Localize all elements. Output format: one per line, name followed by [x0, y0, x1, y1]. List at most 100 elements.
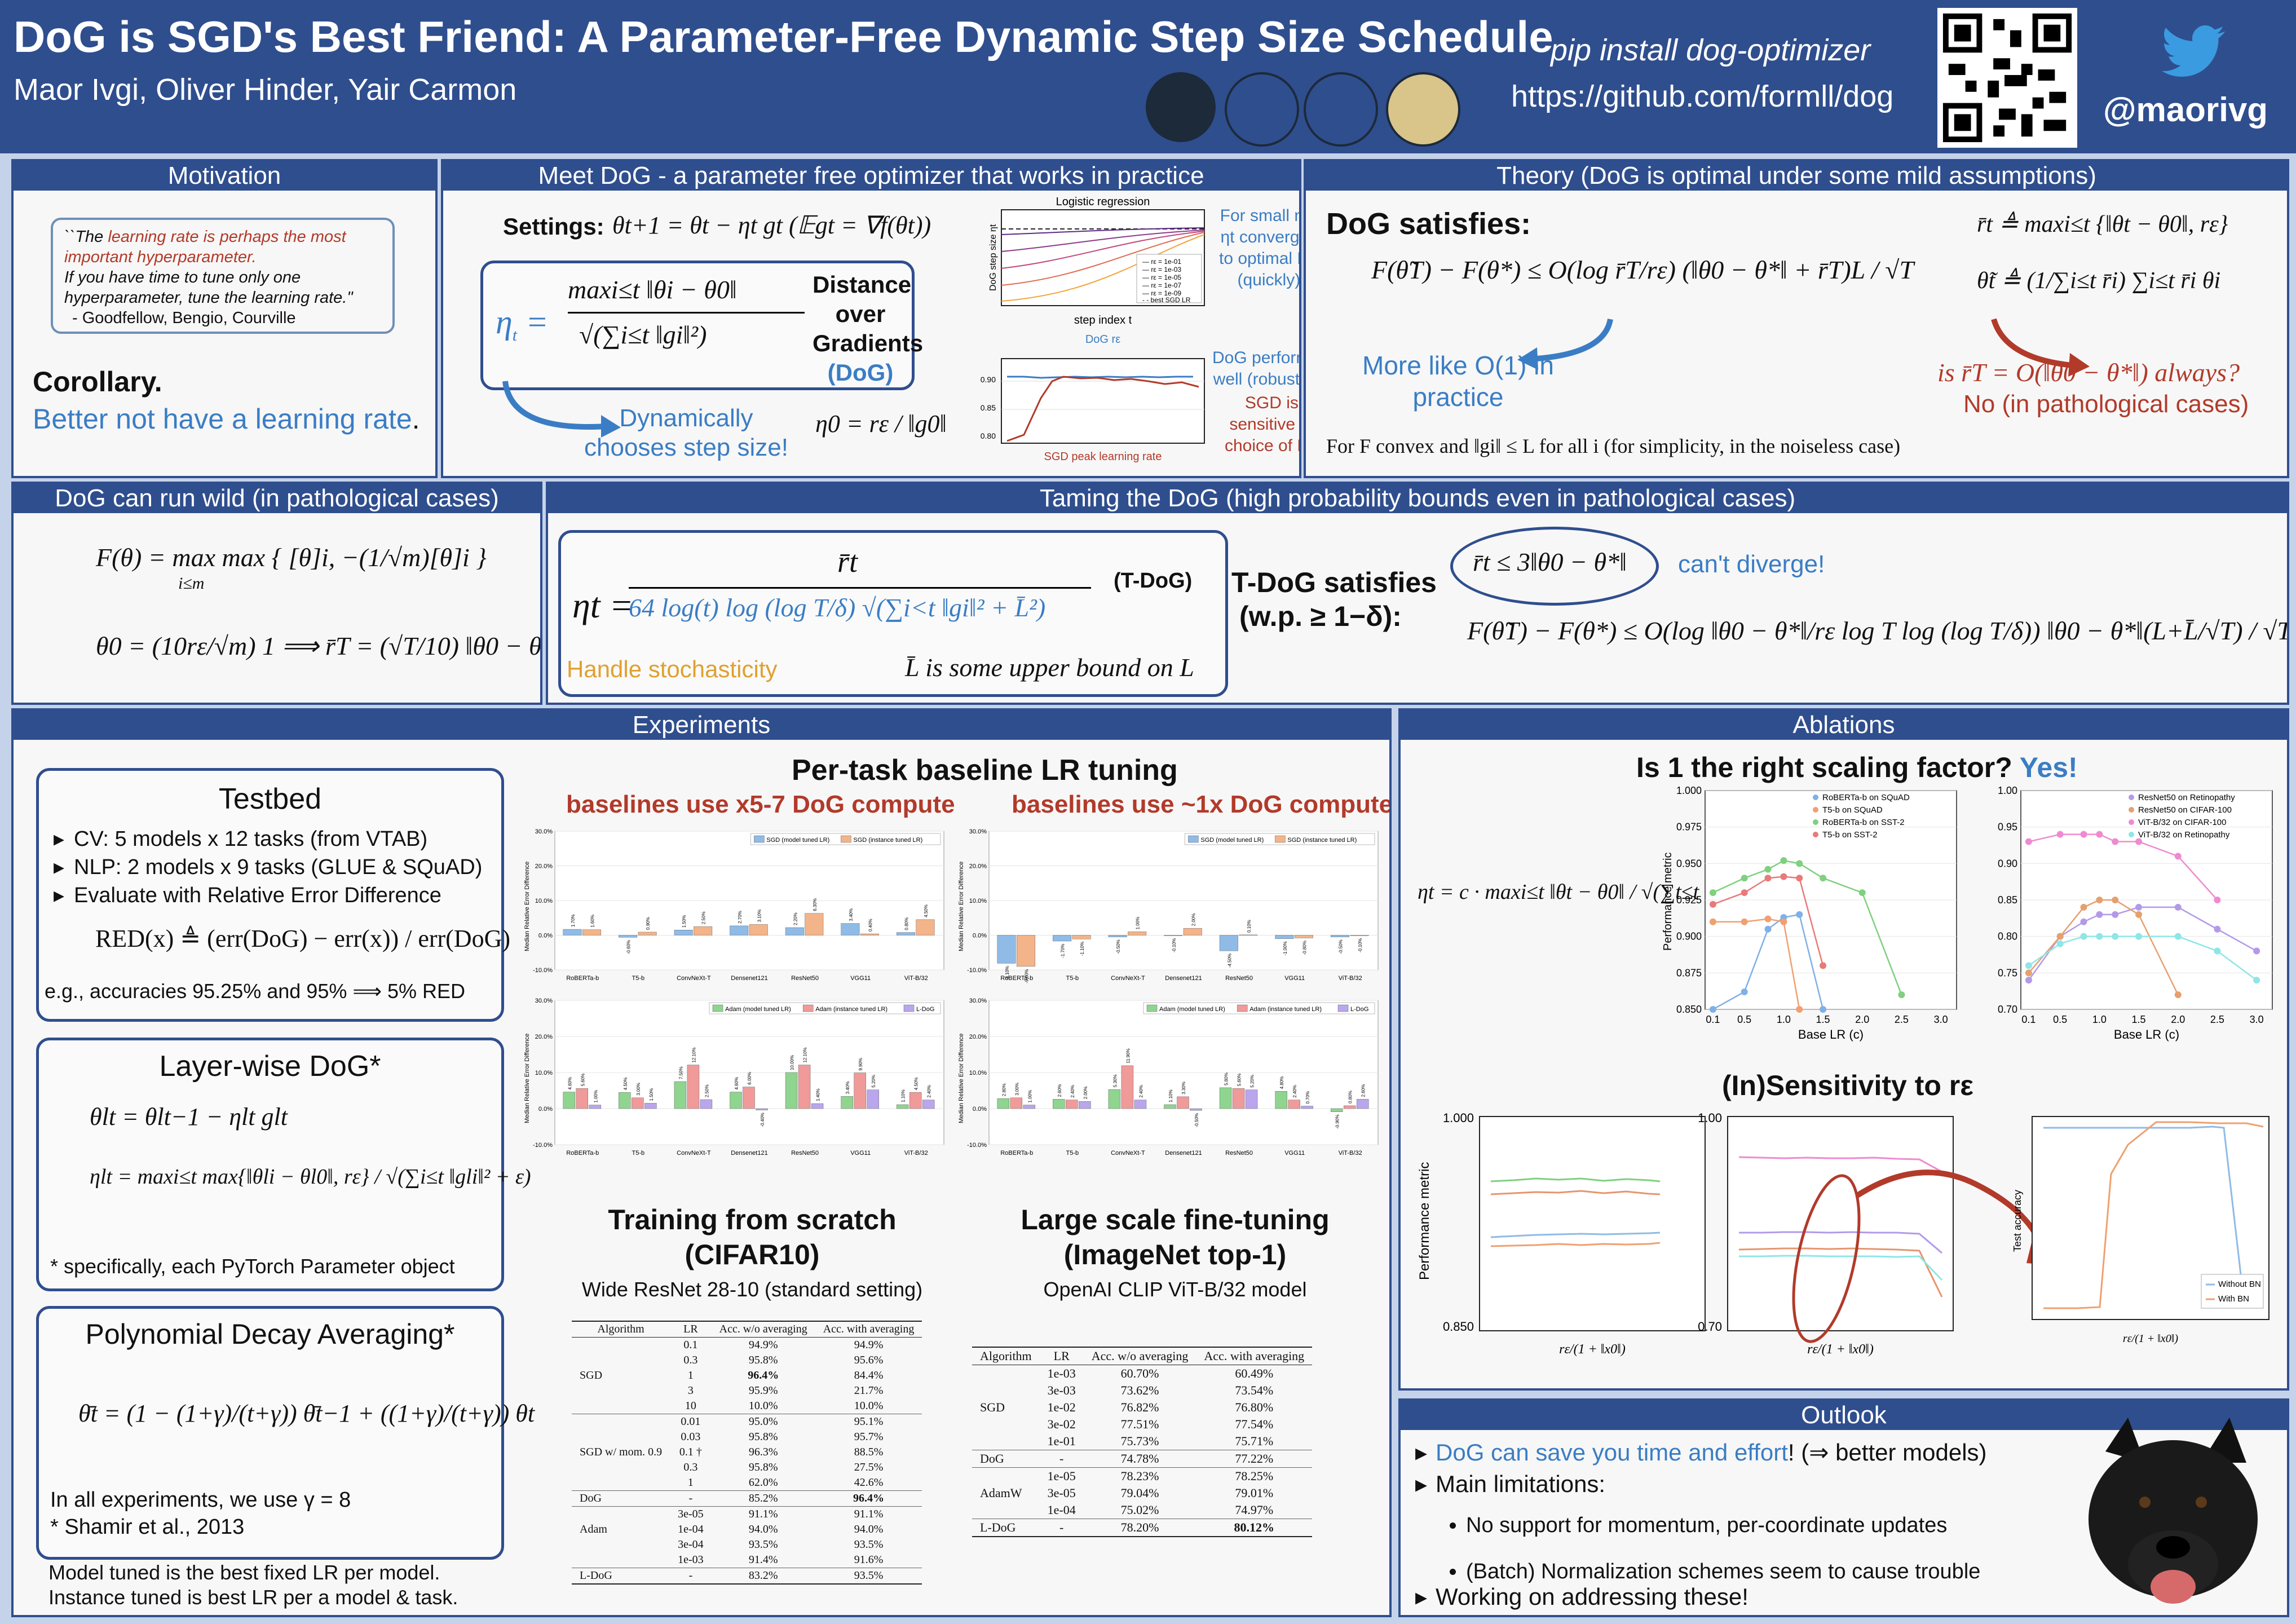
data-point — [2056, 831, 2064, 838]
bar-value-label: 1.10% — [1168, 1089, 1173, 1102]
note-robust: DoG performs well (robustly) — [1212, 347, 1299, 390]
bar — [1128, 932, 1147, 935]
bar-value-label: 4.50% — [623, 1078, 628, 1091]
table-cell: 93.5% — [854, 1538, 884, 1551]
bar-value-label: 3.00% — [1014, 1083, 1019, 1096]
data-point — [1741, 889, 1748, 897]
bar-value-label: 3.40% — [845, 1082, 850, 1095]
bar-value-label: 5.60% — [580, 1073, 585, 1086]
legend-marker — [1813, 819, 1818, 825]
table-cell: 1e-01 — [1047, 1434, 1076, 1448]
table-header: LR — [1039, 1347, 1084, 1365]
table-cell: 62.0% — [748, 1476, 778, 1489]
table-cell: 3e-04 — [678, 1538, 704, 1551]
table-cell: 93.5% — [815, 1568, 922, 1585]
plot1-xlabel: step index t — [1074, 314, 1132, 326]
twitter-handle[interactable]: @maorivg — [2103, 91, 2268, 129]
table-cell — [572, 1475, 670, 1491]
table-cell — [572, 1338, 670, 1353]
table-cell: 76.82% — [1120, 1400, 1159, 1414]
table-row: 0.01 95.0% 95.1% — [572, 1414, 922, 1429]
bar-value-label: -0.50% — [1338, 939, 1343, 954]
eta-denominator: √(∑i≤t ‖gi‖²) — [579, 320, 707, 349]
svg-text:— rε = 1e-03: — rε = 1e-03 — [1142, 266, 1181, 273]
data-point — [1741, 988, 1748, 995]
sens-xlabel-1: rε/(1 + ‖x0‖) — [1559, 1342, 1626, 1357]
bar-chart-adam-57x: -10.0% 0.0% 10.0% 20.0% 30.0% Median Relative… — [524, 998, 944, 1157]
x-tick-label: 2.0 — [1855, 1014, 1869, 1025]
wild-eq1-sub: i≤m — [178, 574, 205, 593]
dog-acronym-line: over — [835, 301, 886, 327]
scaling-chart-cv: 0.70 0.75 0.80 0.85 0.90 0.95 1.00 0.1 0.5 1.0 1.5… — [1998, 785, 2273, 1042]
table-cell — [572, 1506, 670, 1522]
data-point — [2112, 838, 2119, 845]
y-tick-label: 0.95 — [1998, 822, 2017, 833]
y-tick-label: 0.85 — [1998, 894, 2017, 906]
institution-logo — [1225, 72, 1299, 147]
table-cell: 73.62% — [1120, 1383, 1159, 1397]
table-cell: 79.04% — [1120, 1486, 1159, 1500]
y-tick-label: 0.0% — [538, 1106, 553, 1113]
testbed-title: Testbed — [218, 783, 322, 815]
github-link[interactable]: https://github.com/formll/dog — [1511, 80, 1894, 113]
data-point — [2253, 977, 2260, 984]
y-tick-label: 0.70 — [1998, 1004, 2017, 1015]
table-row: 0.3 95.8% 95.6% — [572, 1353, 922, 1368]
bar-value-label: 4.80% — [1279, 1076, 1284, 1089]
dog-satisfies: DoG satisfies: — [1326, 207, 1531, 241]
table-cell: 94.0% — [748, 1523, 778, 1535]
table-cell: 27.5% — [854, 1461, 884, 1473]
table-cell: SGD — [980, 1400, 1005, 1414]
poly-title: Polynomial Decay Averaging* — [85, 1318, 455, 1350]
bar-value-label: 2.00% — [1191, 914, 1196, 926]
data-point — [2174, 933, 2182, 940]
bar-value-label: 2.40% — [1070, 1085, 1075, 1098]
svg-text:0.80: 0.80 — [981, 431, 996, 440]
bar-value-label: 2.40% — [927, 1085, 932, 1098]
bar — [1275, 1091, 1287, 1109]
corollary-highlight: Better not have a learning rate — [33, 403, 412, 435]
table-cell: 1 — [687, 1476, 694, 1489]
legend-without-bn: Without BN — [2218, 1279, 2261, 1289]
imagenet-table: Algorithm LR Acc. w/o averaging Acc. with a… — [972, 1347, 1313, 1537]
bar — [674, 1081, 687, 1109]
bar-value-label: 2.50% — [701, 911, 707, 924]
table-cell: 95.1% — [815, 1414, 922, 1429]
taming-panel: Taming the DoG (high probability bounds … — [546, 482, 2289, 705]
data-point — [1820, 962, 1827, 969]
table-cell: 1 — [687, 1369, 694, 1382]
bar — [743, 1087, 755, 1109]
legend-label: ResNet50 on Retinopathy — [2138, 793, 2235, 802]
legend-marker — [2129, 819, 2134, 825]
theory-arrows — [1517, 318, 2090, 377]
bar — [1219, 1087, 1232, 1109]
legend-marker — [1813, 832, 1818, 837]
table-cell: 91.4% — [748, 1554, 778, 1566]
x-tick-label: ViT-B/32 — [904, 975, 928, 982]
bar-value-label: -4.50% — [1227, 954, 1232, 968]
table-cell: Adam — [580, 1523, 607, 1535]
bar-value-label: -0.10% — [1358, 938, 1363, 952]
outlook-item: DoG can save you time and effort! (⇒ bet… — [1415, 1437, 1987, 1468]
y-tick-label: 30.0% — [535, 998, 553, 1004]
large-subtitle: OpenAI CLIP ViT-B/32 model — [1043, 1278, 1307, 1301]
series-line — [1712, 914, 1824, 1010]
dog-photo — [2089, 1418, 2258, 1604]
x-tick-label: RoBERTa-b — [566, 1150, 599, 1157]
table-cell: 94.9% — [854, 1339, 884, 1351]
table-row: 3e-03 73.62% 73.54% — [972, 1382, 1312, 1399]
bar — [785, 927, 804, 935]
note-line: DoG performs — [1212, 348, 1299, 367]
data-point — [1709, 1006, 1716, 1013]
bar — [785, 1072, 798, 1109]
bar-value-label: 2.00% — [1083, 1087, 1088, 1100]
table-cell: 0.1 † — [679, 1446, 702, 1458]
bar-value-label: 1.00% — [1027, 1090, 1032, 1103]
table-row: 3e-05 91.1% 91.1% — [572, 1506, 922, 1522]
x-tick-label: ViT-B/32 — [904, 1150, 928, 1157]
bar — [576, 1088, 589, 1109]
series-line — [1712, 859, 1902, 995]
outlook-list-2: Working on addressing these! — [1415, 1581, 1749, 1613]
data-point — [1780, 873, 1787, 880]
table-cell — [972, 1433, 1040, 1450]
